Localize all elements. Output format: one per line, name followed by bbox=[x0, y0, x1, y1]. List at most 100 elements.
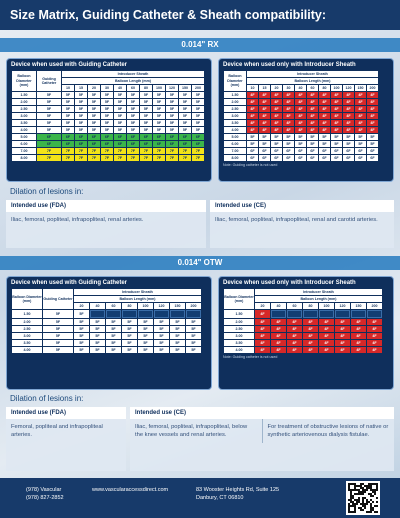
use-texts: Femoral, popliteal and infrapopliteal ar… bbox=[6, 419, 126, 443]
qr-module bbox=[366, 511, 368, 513]
qr-module bbox=[374, 491, 376, 493]
sheath-cell: 7F bbox=[62, 148, 74, 154]
sheath-cell: 5F bbox=[88, 106, 100, 112]
sheath-cell: 4F bbox=[319, 319, 334, 325]
sheath-cell bbox=[367, 310, 382, 318]
sheath-cell: 5F bbox=[101, 92, 113, 98]
sheath-cell: 5F bbox=[106, 347, 121, 353]
sheath-cell: 4F bbox=[343, 106, 354, 112]
qr-module bbox=[358, 507, 360, 509]
sheath-cell: 5F bbox=[166, 127, 178, 133]
website[interactable]: www.vascularaccessdirect.com bbox=[92, 487, 169, 493]
data-row: 1.50 5F 5F bbox=[12, 310, 201, 318]
sheath-cell: 5F bbox=[283, 141, 294, 147]
column-header: Introducer Sheath bbox=[247, 71, 378, 77]
size-table: Balloon Diameter (mm) Introducer Sheath Ba… bbox=[223, 70, 379, 162]
use-texts: Iliac, femoral, popliteal, infrapoplitea… bbox=[6, 212, 206, 228]
sheath-cell: 7F bbox=[75, 155, 87, 161]
sheath-cell: 5F bbox=[166, 92, 178, 98]
sheath-cell bbox=[90, 310, 105, 318]
qr-module bbox=[354, 511, 356, 513]
use-box: Intended use (CE) Iliac, femoral, poplite… bbox=[210, 200, 394, 248]
sheath-cell: 4F bbox=[351, 340, 366, 346]
sheath-cell: 5F bbox=[62, 127, 74, 133]
sheath-cell: 5F bbox=[62, 99, 74, 105]
qr-module bbox=[368, 483, 370, 485]
qr-module bbox=[350, 493, 352, 495]
qr-module bbox=[350, 483, 352, 485]
sheath-cell: 6F bbox=[355, 155, 366, 161]
sheath-cell: 4F bbox=[319, 120, 330, 126]
length-header: 150 bbox=[351, 303, 366, 309]
sheath-cell: 4F bbox=[351, 319, 366, 325]
qr-module bbox=[348, 499, 350, 501]
length-header: 200 bbox=[186, 303, 201, 309]
sheath-cell: 5F bbox=[186, 347, 201, 353]
qr-module bbox=[370, 505, 372, 507]
qr-module bbox=[376, 511, 378, 513]
sheath-cell: 7F bbox=[88, 148, 100, 154]
length-header: 60 bbox=[127, 85, 139, 91]
length-header: 80 bbox=[303, 303, 318, 309]
qr-module bbox=[348, 489, 350, 491]
sheath-cell: 4F bbox=[319, 92, 330, 98]
guiding-cell: 5F bbox=[37, 113, 61, 119]
sheath-cell: 4F bbox=[271, 106, 282, 112]
column-header: Introducer Sheath bbox=[74, 289, 201, 295]
qr-code[interactable] bbox=[346, 481, 380, 515]
sheath-cell: 5F bbox=[153, 92, 165, 98]
diameter-cell: 5.00 bbox=[12, 134, 36, 140]
length-header: 40 bbox=[295, 85, 306, 91]
sheath-cell: 4F bbox=[271, 92, 282, 98]
sheath-cell: 6F bbox=[62, 134, 74, 140]
sheath-cell: 5F bbox=[166, 120, 178, 126]
qr-module bbox=[348, 483, 350, 485]
sheath-cell: 5F bbox=[170, 333, 185, 339]
length-header: 80 bbox=[319, 85, 330, 91]
sheath-cell: 4F bbox=[355, 92, 366, 98]
sheath-cell bbox=[271, 310, 286, 318]
qr-module bbox=[374, 483, 376, 485]
sheath-cell: 4F bbox=[307, 127, 318, 133]
data-row: 4.00 5F 5F 5F 5F 5F 5F 5F 5F 5F bbox=[12, 347, 201, 353]
sheath-cell: 5F bbox=[114, 120, 126, 126]
data-row: 1.50 4F 4F 4F 4F 4F 4F 4F 4F 4F 4F 4F bbox=[224, 92, 378, 98]
length-header: 100 bbox=[319, 303, 334, 309]
sheath-cell: 5F bbox=[367, 141, 378, 147]
diameter-cell: 4.00 bbox=[224, 127, 246, 133]
data-row: 8.00 7F 7F 7F 7F 7F 7F 7F 7F 7F 7F 7F 7F bbox=[12, 155, 204, 161]
sheath-cell: 4F bbox=[307, 120, 318, 126]
use-text: Iliac, femoral, popliteal, infrapoplitea… bbox=[11, 217, 144, 223]
use-text: For treatment of obstructive lesions of … bbox=[261, 419, 395, 443]
guiding-cell: 6F bbox=[37, 134, 61, 140]
sheath-cell: 5F bbox=[74, 319, 89, 325]
qr-module bbox=[376, 501, 378, 503]
sheath-cell: 5F bbox=[192, 106, 204, 112]
sheath-cell: 5F bbox=[192, 92, 204, 98]
diameter-cell: 3.50 bbox=[12, 120, 36, 126]
sheath-cell: 6F bbox=[88, 134, 100, 140]
sheath-cell: 5F bbox=[106, 326, 121, 332]
sheath-cell: 5F bbox=[106, 319, 121, 325]
qr-module bbox=[376, 489, 378, 491]
data-row: 3.50 4F 4F 4F 4F 4F 4F 4F 4F 4F 4F 4F bbox=[224, 120, 378, 126]
sheath-cell: 5F bbox=[101, 127, 113, 133]
sheath-cell: 5F bbox=[101, 106, 113, 112]
sheath-cell: 5F bbox=[153, 113, 165, 119]
sheath-cell: 7F bbox=[192, 148, 204, 154]
qr-module bbox=[354, 499, 356, 501]
column-header: Introducer Sheath bbox=[255, 289, 382, 295]
sheath-cell: 5F bbox=[106, 340, 121, 346]
size-table: Balloon Diameter (mm) Introducer Sheath Ba… bbox=[223, 288, 383, 354]
sheath-cell: 4F bbox=[367, 113, 378, 119]
sheath-cell: 5F bbox=[247, 141, 258, 147]
qr-module bbox=[372, 495, 374, 497]
sheath-cell: 5F bbox=[122, 333, 137, 339]
sheath-cell: 7F bbox=[153, 155, 165, 161]
diameter-cell: 3.50 bbox=[224, 120, 246, 126]
sheath-cell: 5F bbox=[319, 141, 330, 147]
sheath-cell: 4F bbox=[259, 99, 270, 105]
data-row: 3.50 4F 4F 4F 4F 4F 4F 4F 4F bbox=[224, 340, 382, 346]
sheath-cell: 4F bbox=[367, 319, 382, 325]
